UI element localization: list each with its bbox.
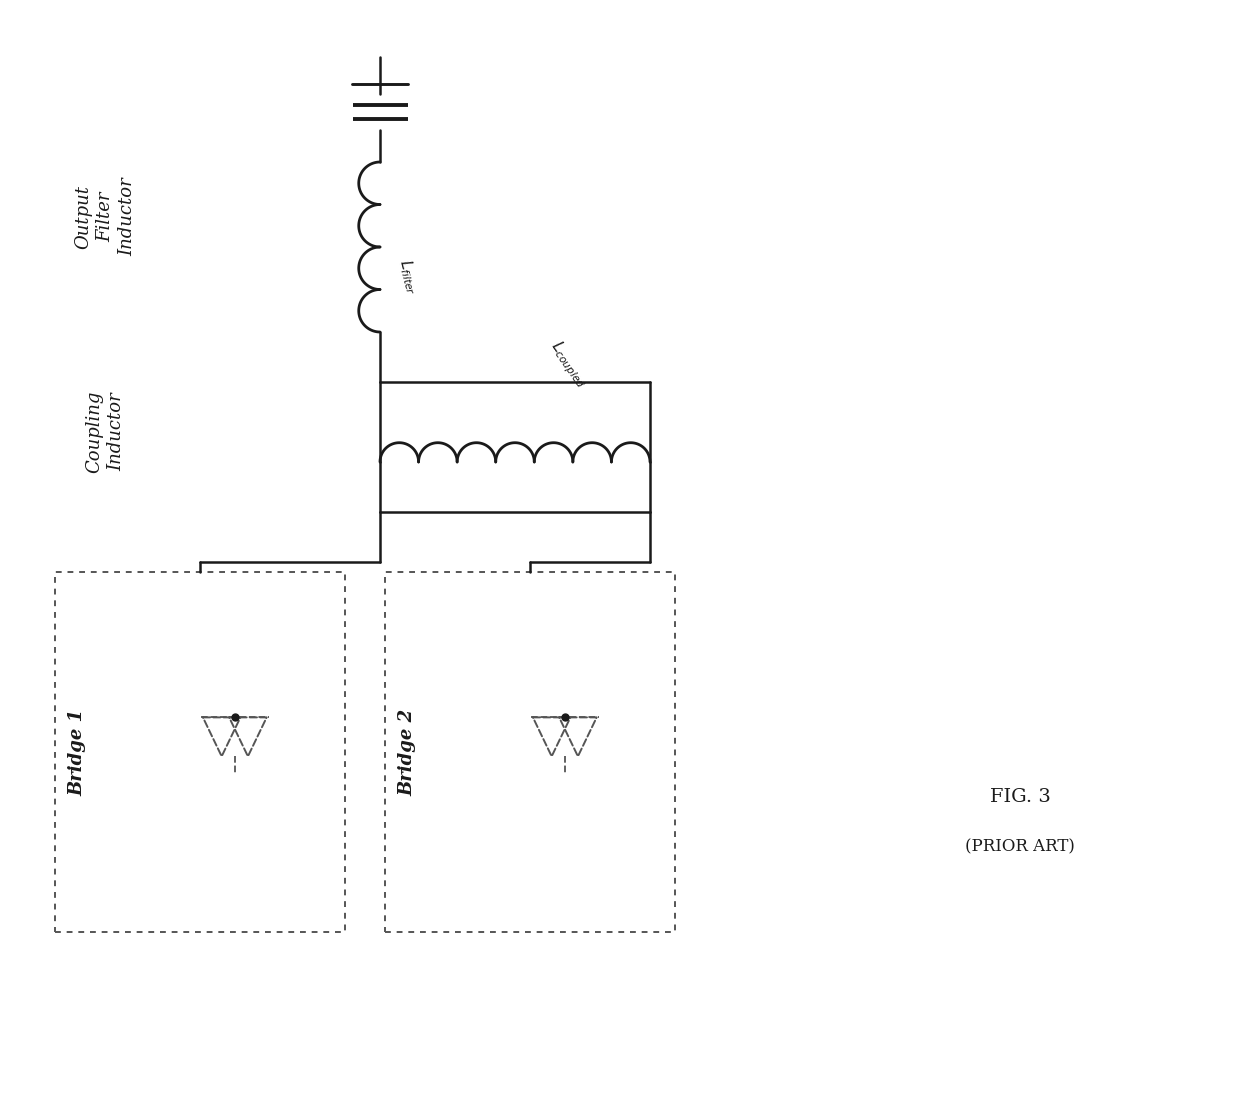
Text: Bridge 1: Bridge 1 (68, 708, 85, 795)
Text: Output
Filter
Inductor: Output Filter Inductor (74, 178, 136, 257)
Text: (PRIOR ART): (PRIOR ART) (965, 839, 1075, 856)
Text: FIG. 3: FIG. 3 (990, 787, 1051, 806)
Text: Coupling
Inductor: Coupling Inductor (85, 391, 125, 474)
Bar (55, 572, 344, 932)
Text: Bridge 2: Bridge 2 (398, 708, 416, 795)
Text: $\mathit{L}_{coupled}$: $\mathit{L}_{coupled}$ (545, 337, 592, 392)
Bar (385, 572, 675, 932)
Text: $\mathit{L}_{filter}$: $\mathit{L}_{filter}$ (395, 257, 422, 296)
